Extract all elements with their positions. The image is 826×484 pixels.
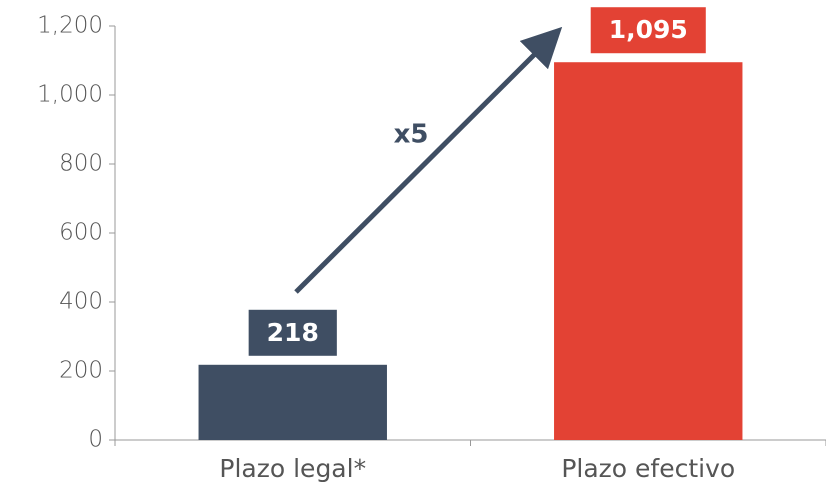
y-tick-label: 0 — [88, 427, 103, 453]
y-tick-label: 200 — [59, 358, 103, 384]
y-tick-label: 400 — [59, 289, 103, 315]
annotation: x5 — [394, 120, 429, 150]
y-tick-label: 1,200 — [37, 13, 103, 39]
arrow — [294, 26, 563, 294]
value-label-box — [590, 7, 706, 54]
value-label-box — [248, 309, 337, 356]
x-tick-label: Plazo legal* — [219, 454, 366, 483]
y-tick-label: 600 — [59, 220, 103, 246]
value-label: 218 — [267, 318, 319, 347]
bar — [554, 62, 743, 440]
x-tick-label: Plazo efectivo — [561, 454, 735, 483]
y-tick-label: 800 — [59, 151, 103, 177]
bar — [198, 364, 387, 440]
value-label: 1,095 — [609, 15, 688, 44]
y-tick-label: 1,000 — [37, 82, 103, 108]
